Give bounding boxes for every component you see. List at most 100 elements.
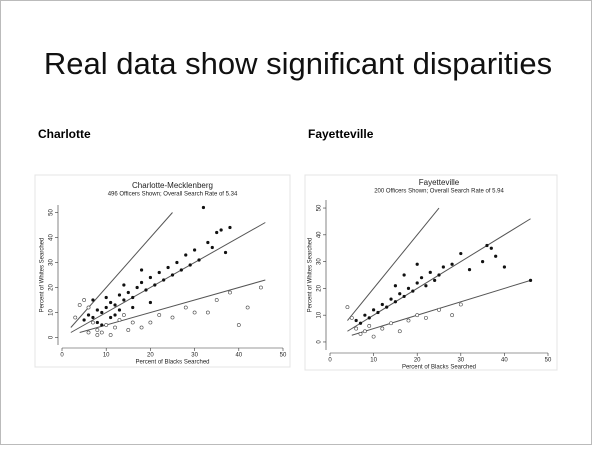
reference-line xyxy=(347,207,440,321)
chart-title: Fayetteville xyxy=(419,178,460,187)
filled-point xyxy=(131,305,135,310)
filled-point xyxy=(363,313,367,317)
filled-point xyxy=(450,262,454,266)
hollow-point xyxy=(183,305,188,310)
hollow-point xyxy=(415,313,420,318)
filled-point xyxy=(358,321,363,325)
hollow-point xyxy=(371,334,376,339)
hollow-point xyxy=(389,321,393,326)
filled-point xyxy=(175,260,179,265)
filled-point xyxy=(367,316,371,320)
hollow-point xyxy=(458,302,463,307)
filled-point xyxy=(402,273,406,277)
filled-point xyxy=(419,276,424,280)
y-axis-label: Percent of Whites Searched xyxy=(40,238,46,313)
hollow-point xyxy=(367,323,372,328)
hollow-point xyxy=(95,333,100,337)
hollow-point xyxy=(354,326,359,331)
slide-title: Real data show significant disparities xyxy=(44,46,552,81)
filled-point xyxy=(113,313,117,317)
hollow-point xyxy=(121,313,126,317)
filled-point xyxy=(485,243,489,248)
filled-point xyxy=(95,320,99,325)
filled-point xyxy=(148,300,152,305)
hollow-point xyxy=(82,298,87,302)
hollow-point xyxy=(104,323,109,327)
panel-label: Charlotte xyxy=(38,127,91,141)
hollow-point xyxy=(77,303,82,307)
hollow-point xyxy=(450,313,454,318)
hollow-point xyxy=(113,325,117,330)
x-tick-label: 30 xyxy=(191,353,198,359)
filled-point xyxy=(206,240,210,245)
reference-line xyxy=(351,279,531,336)
filled-point xyxy=(117,293,122,297)
hollow-point xyxy=(228,290,232,295)
y-axis-label: Percent of Whites Searched xyxy=(308,238,314,313)
filled-point xyxy=(424,284,428,288)
filled-point xyxy=(372,308,376,312)
filled-point xyxy=(188,263,192,267)
hollow-point xyxy=(91,320,95,325)
filled-point xyxy=(100,323,104,327)
filled-point xyxy=(437,273,441,277)
x-tick-label: 50 xyxy=(280,353,287,359)
filled-point xyxy=(415,281,419,285)
x-tick-label: 20 xyxy=(414,358,421,364)
y-tick-label: 30 xyxy=(317,258,323,265)
filled-point xyxy=(117,308,122,312)
hollow-point xyxy=(170,315,175,320)
filled-point xyxy=(415,262,419,266)
filled-point xyxy=(228,225,232,230)
filled-point xyxy=(139,268,144,272)
hollow-point xyxy=(397,329,402,334)
filled-point xyxy=(201,205,206,210)
y-tick-label: 50 xyxy=(49,209,55,216)
hollow-point xyxy=(126,328,131,332)
x-tick-label: 20 xyxy=(147,353,154,359)
filled-point xyxy=(210,245,214,250)
chart-subtitle: 200 Officers Shown; Overall Search Rate … xyxy=(374,189,504,195)
x-tick-label: 10 xyxy=(103,353,110,359)
filled-point xyxy=(354,318,358,323)
filled-point xyxy=(459,251,463,256)
filled-point xyxy=(126,290,130,295)
x-tick-label: 40 xyxy=(235,353,242,359)
filled-point xyxy=(104,305,108,310)
filled-point xyxy=(122,283,126,287)
x-tick-label: 0 xyxy=(60,353,64,359)
filled-point xyxy=(86,313,91,317)
hollow-point xyxy=(117,318,122,322)
filled-point xyxy=(428,270,432,274)
y-tick-label: 20 xyxy=(317,284,323,291)
filled-point xyxy=(113,303,117,307)
filled-point xyxy=(223,250,228,255)
filled-point xyxy=(494,254,498,258)
hollow-point xyxy=(424,315,428,320)
hollow-point xyxy=(205,310,210,315)
hollow-point xyxy=(214,298,219,302)
filled-point xyxy=(376,310,380,315)
chart-title: Charlotte-Mecklenberg xyxy=(132,181,213,190)
panel-label: Fayetteville xyxy=(308,127,374,141)
filled-point xyxy=(219,228,223,232)
filled-point xyxy=(380,302,384,307)
filled-point xyxy=(489,246,493,250)
filled-point xyxy=(144,288,148,292)
reference-line xyxy=(70,222,266,333)
hollow-point xyxy=(245,305,250,310)
hollow-point xyxy=(130,320,135,325)
x-tick-label: 0 xyxy=(328,358,332,364)
filled-point xyxy=(393,284,397,288)
hollow-point xyxy=(358,332,363,336)
filled-point xyxy=(389,297,393,301)
filled-point xyxy=(122,298,126,302)
filled-point xyxy=(441,265,445,269)
x-tick-label: 10 xyxy=(370,358,377,364)
chart-subtitle: 496 Officers Shown; Overall Search Rate … xyxy=(108,192,238,198)
hollow-point xyxy=(73,315,78,320)
filled-point xyxy=(406,286,411,290)
filled-point xyxy=(528,278,533,282)
filled-point xyxy=(166,265,170,270)
